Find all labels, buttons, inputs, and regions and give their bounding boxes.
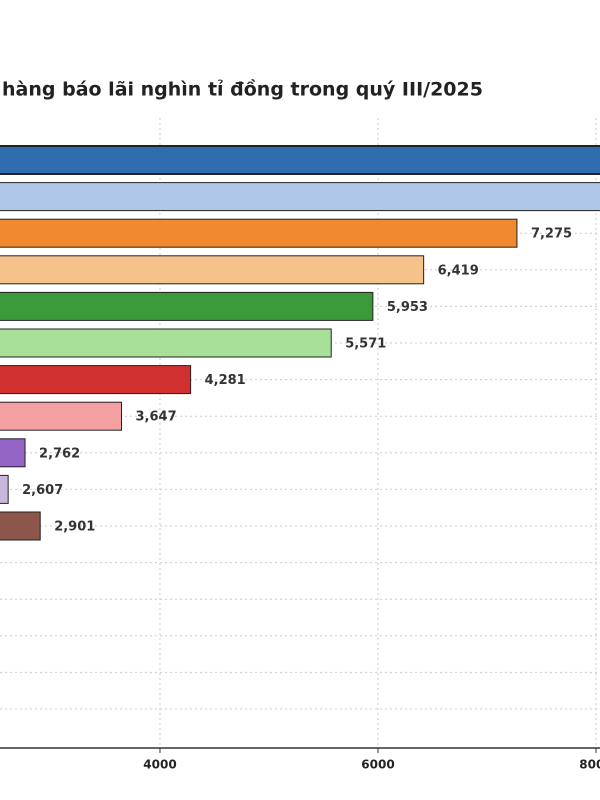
bar (0, 145, 600, 175)
data-label: 5,571 (345, 337, 386, 352)
x-tick-label: 8000 (579, 758, 600, 772)
bar (0, 218, 518, 248)
x-tick-label: 6000 (361, 758, 394, 772)
data-label: 5,953 (387, 300, 428, 315)
data-label: 2,901 (54, 520, 95, 535)
bar (0, 474, 9, 504)
bar (0, 511, 41, 541)
bar (0, 182, 600, 212)
bar (0, 438, 26, 468)
data-label: 2,762 (39, 446, 80, 461)
bar (0, 255, 425, 285)
bar (0, 401, 123, 431)
data-label: 4,281 (205, 373, 246, 388)
data-label: 3,647 (136, 410, 177, 425)
x-tick-label: 4000 (143, 758, 176, 772)
data-label: 2,607 (22, 483, 63, 498)
data-label: 6,419 (438, 263, 479, 278)
chart-title: hàng báo lãi nghìn tỉ đồng trong quý III… (2, 78, 483, 101)
bar (0, 291, 374, 321)
bar (0, 328, 332, 358)
bar (0, 365, 192, 395)
data-label: 7,275 (531, 227, 572, 242)
